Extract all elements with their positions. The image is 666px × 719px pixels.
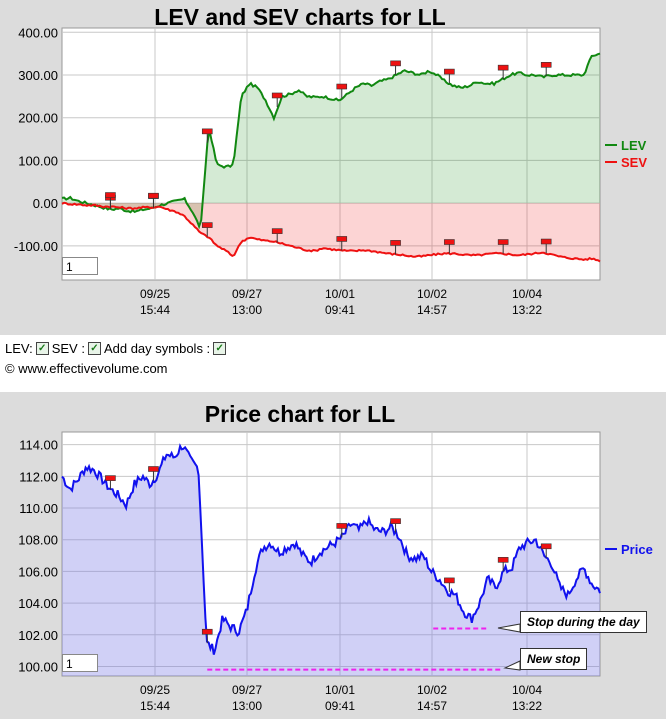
lev-sev-x-tick-time: 09:41 — [325, 303, 355, 317]
price-chart: 114.00 112.00 110.00 108.00 106.00 104.00 102.… — [18, 431, 653, 713]
lev-sev-chart-panel: LEV and SEV charts for LL 400.00 300.00 20… — [0, 0, 666, 335]
new-stop-annotation: New stop — [520, 648, 588, 670]
lev-checkbox[interactable]: ✓ — [35, 342, 49, 355]
price-y-tick-label: 114.00 — [19, 438, 58, 453]
day-symbols-checkbox[interactable]: ✓ — [213, 342, 227, 355]
price-x-tick-time: 13:22 — [512, 699, 542, 713]
sev-area — [62, 202, 600, 262]
price-chart-panel: Price chart for LL 114.00 112.00 110.00 108… — [0, 392, 666, 719]
price-x-tick-time: 09:41 — [325, 699, 355, 713]
day-symbol-flag — [336, 83, 348, 90]
lev-sev-x-tick-date: 10/01 — [325, 287, 355, 301]
day-symbols-toggle-label: Add day symbols : — [103, 341, 211, 356]
price-y-tick-label: 110.00 — [19, 501, 58, 516]
price-chart-title: Price chart for LL — [204, 401, 396, 427]
price-series-line — [61, 443, 601, 655]
price-plot-area — [61, 431, 601, 677]
price-y-tick-label: 108.00 — [18, 533, 58, 548]
day-symbol-flag — [105, 192, 116, 198]
price-x-tick-time: 14:57 — [417, 699, 447, 713]
day-symbol-flag — [444, 577, 455, 584]
day-symbol-flag — [540, 543, 552, 550]
lev-sev-x-tick-time: 13:22 — [512, 303, 542, 317]
lev-area — [62, 53, 600, 227]
day-symbol-flag — [390, 518, 401, 524]
lev-sev-x-tick-date: 09/27 — [232, 287, 262, 301]
lev-sev-plot-area — [61, 27, 601, 281]
lev-legend-label: LEV — [621, 138, 647, 153]
price-x-tick-time: 15:44 — [140, 699, 170, 713]
day-symbol-flag — [271, 92, 283, 99]
lev-sev-y-tick-label: 300.00 — [18, 68, 58, 83]
lev-sev-x-tick-date: 09/25 — [140, 287, 170, 301]
day-symbol-flag — [540, 238, 552, 245]
lev-sev-y-tick-label: 200.00 — [18, 111, 58, 126]
lev-sev-x-tick-time: 13:00 — [232, 303, 262, 317]
price-x-tick-date: 10/01 — [325, 683, 355, 697]
price-y-tick-label: 102.00 — [18, 628, 58, 643]
sev-series-line — [61, 201, 601, 263]
lev-toggle-label: LEV: — [5, 341, 33, 356]
stop-during-day-annotation: Stop during the day — [520, 611, 647, 633]
day-symbol-flag — [148, 192, 159, 199]
lev-sev-x-tick-date: 10/02 — [417, 287, 447, 301]
lev-sev-y-tick-label: -100.00 — [14, 239, 58, 254]
day-symbol-flag — [336, 523, 348, 529]
day-symbol-flag — [105, 475, 116, 481]
price-y-tick-label: 112.00 — [19, 469, 58, 484]
lev-sev-x-tick-date: 10/04 — [512, 287, 542, 301]
day-symbol-flag — [444, 68, 455, 75]
lev-sev-x-tick-time: 14:57 — [417, 303, 447, 317]
price-y-tick-label: 106.00 — [18, 564, 58, 579]
day-symbol-flag — [444, 239, 455, 245]
price-x-tick-date: 10/02 — [417, 683, 447, 697]
day-symbol-flag — [540, 62, 552, 68]
day-symbol-flag — [390, 60, 401, 67]
lev-sev-y-tick-label: 400.00 — [18, 25, 58, 40]
day-symbol-flag — [336, 236, 348, 242]
price-x-tick-date: 10/04 — [512, 683, 542, 697]
price-x-tick-time: 13:00 — [232, 699, 262, 713]
price-zoom-input[interactable]: 1 — [62, 654, 98, 672]
day-symbol-flag — [148, 466, 159, 472]
lev-sev-y-tick-label: 100.00 — [18, 153, 58, 168]
sev-checkbox[interactable]: ✓ — [87, 342, 101, 355]
lev-sev-zoom-input[interactable]: 1 — [62, 257, 98, 275]
lev-sev-y-tick-label: 0.00 — [33, 196, 58, 211]
price-x-tick-date: 09/25 — [140, 683, 170, 697]
price-y-tick-label: 100.00 — [18, 659, 58, 674]
lev-sev-chart: 400.00 300.00 200.00 100.00 0.00 -100.00 09/25… — [14, 25, 647, 317]
price-x-tick-date: 09/27 — [232, 683, 262, 697]
day-symbol-flag — [201, 222, 213, 228]
day-symbol-flag — [497, 64, 509, 71]
sev-toggle-label: SEV : — [51, 341, 85, 356]
lev-sev-x-tick-time: 15:44 — [140, 303, 170, 317]
day-symbol-flag — [390, 240, 401, 246]
price-area — [62, 446, 600, 676]
sev-legend-label: SEV — [621, 155, 647, 170]
lev-sev-chart-title: LEV and SEV charts for LL — [154, 4, 446, 30]
day-symbol-flag — [271, 228, 283, 234]
day-symbol-flag — [497, 557, 509, 563]
copyright-text: © www.effectivevolume.com — [5, 361, 168, 376]
day-symbol-flag — [201, 628, 213, 635]
day-symbol-flag — [201, 128, 213, 135]
price-y-tick-label: 104.00 — [18, 596, 58, 611]
chart-controls: LEV: ✓ SEV : ✓ Add day symbols : ✓ — [5, 341, 227, 356]
price-legend-label: Price — [621, 542, 653, 557]
day-symbol-flag — [497, 239, 509, 245]
